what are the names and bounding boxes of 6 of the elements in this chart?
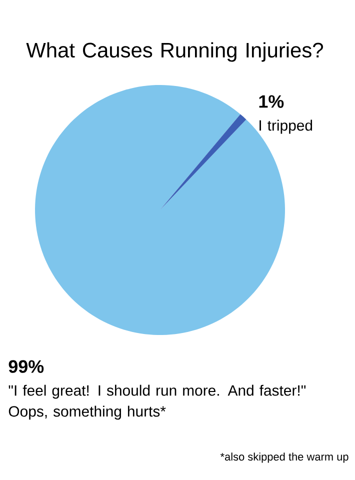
- slice-label: "I feel great! I should run more. And faster!" Oops, something hurts*: [8, 384, 306, 420]
- chart-title: What Causes Running Injuries?: [26, 42, 324, 62]
- slice-label: I tripped: [260, 120, 312, 134]
- data-label: 99%: [8, 360, 44, 373]
- data-label: 1%: [259, 95, 284, 108]
- text: *also skipped the warm up: [220, 452, 348, 463]
